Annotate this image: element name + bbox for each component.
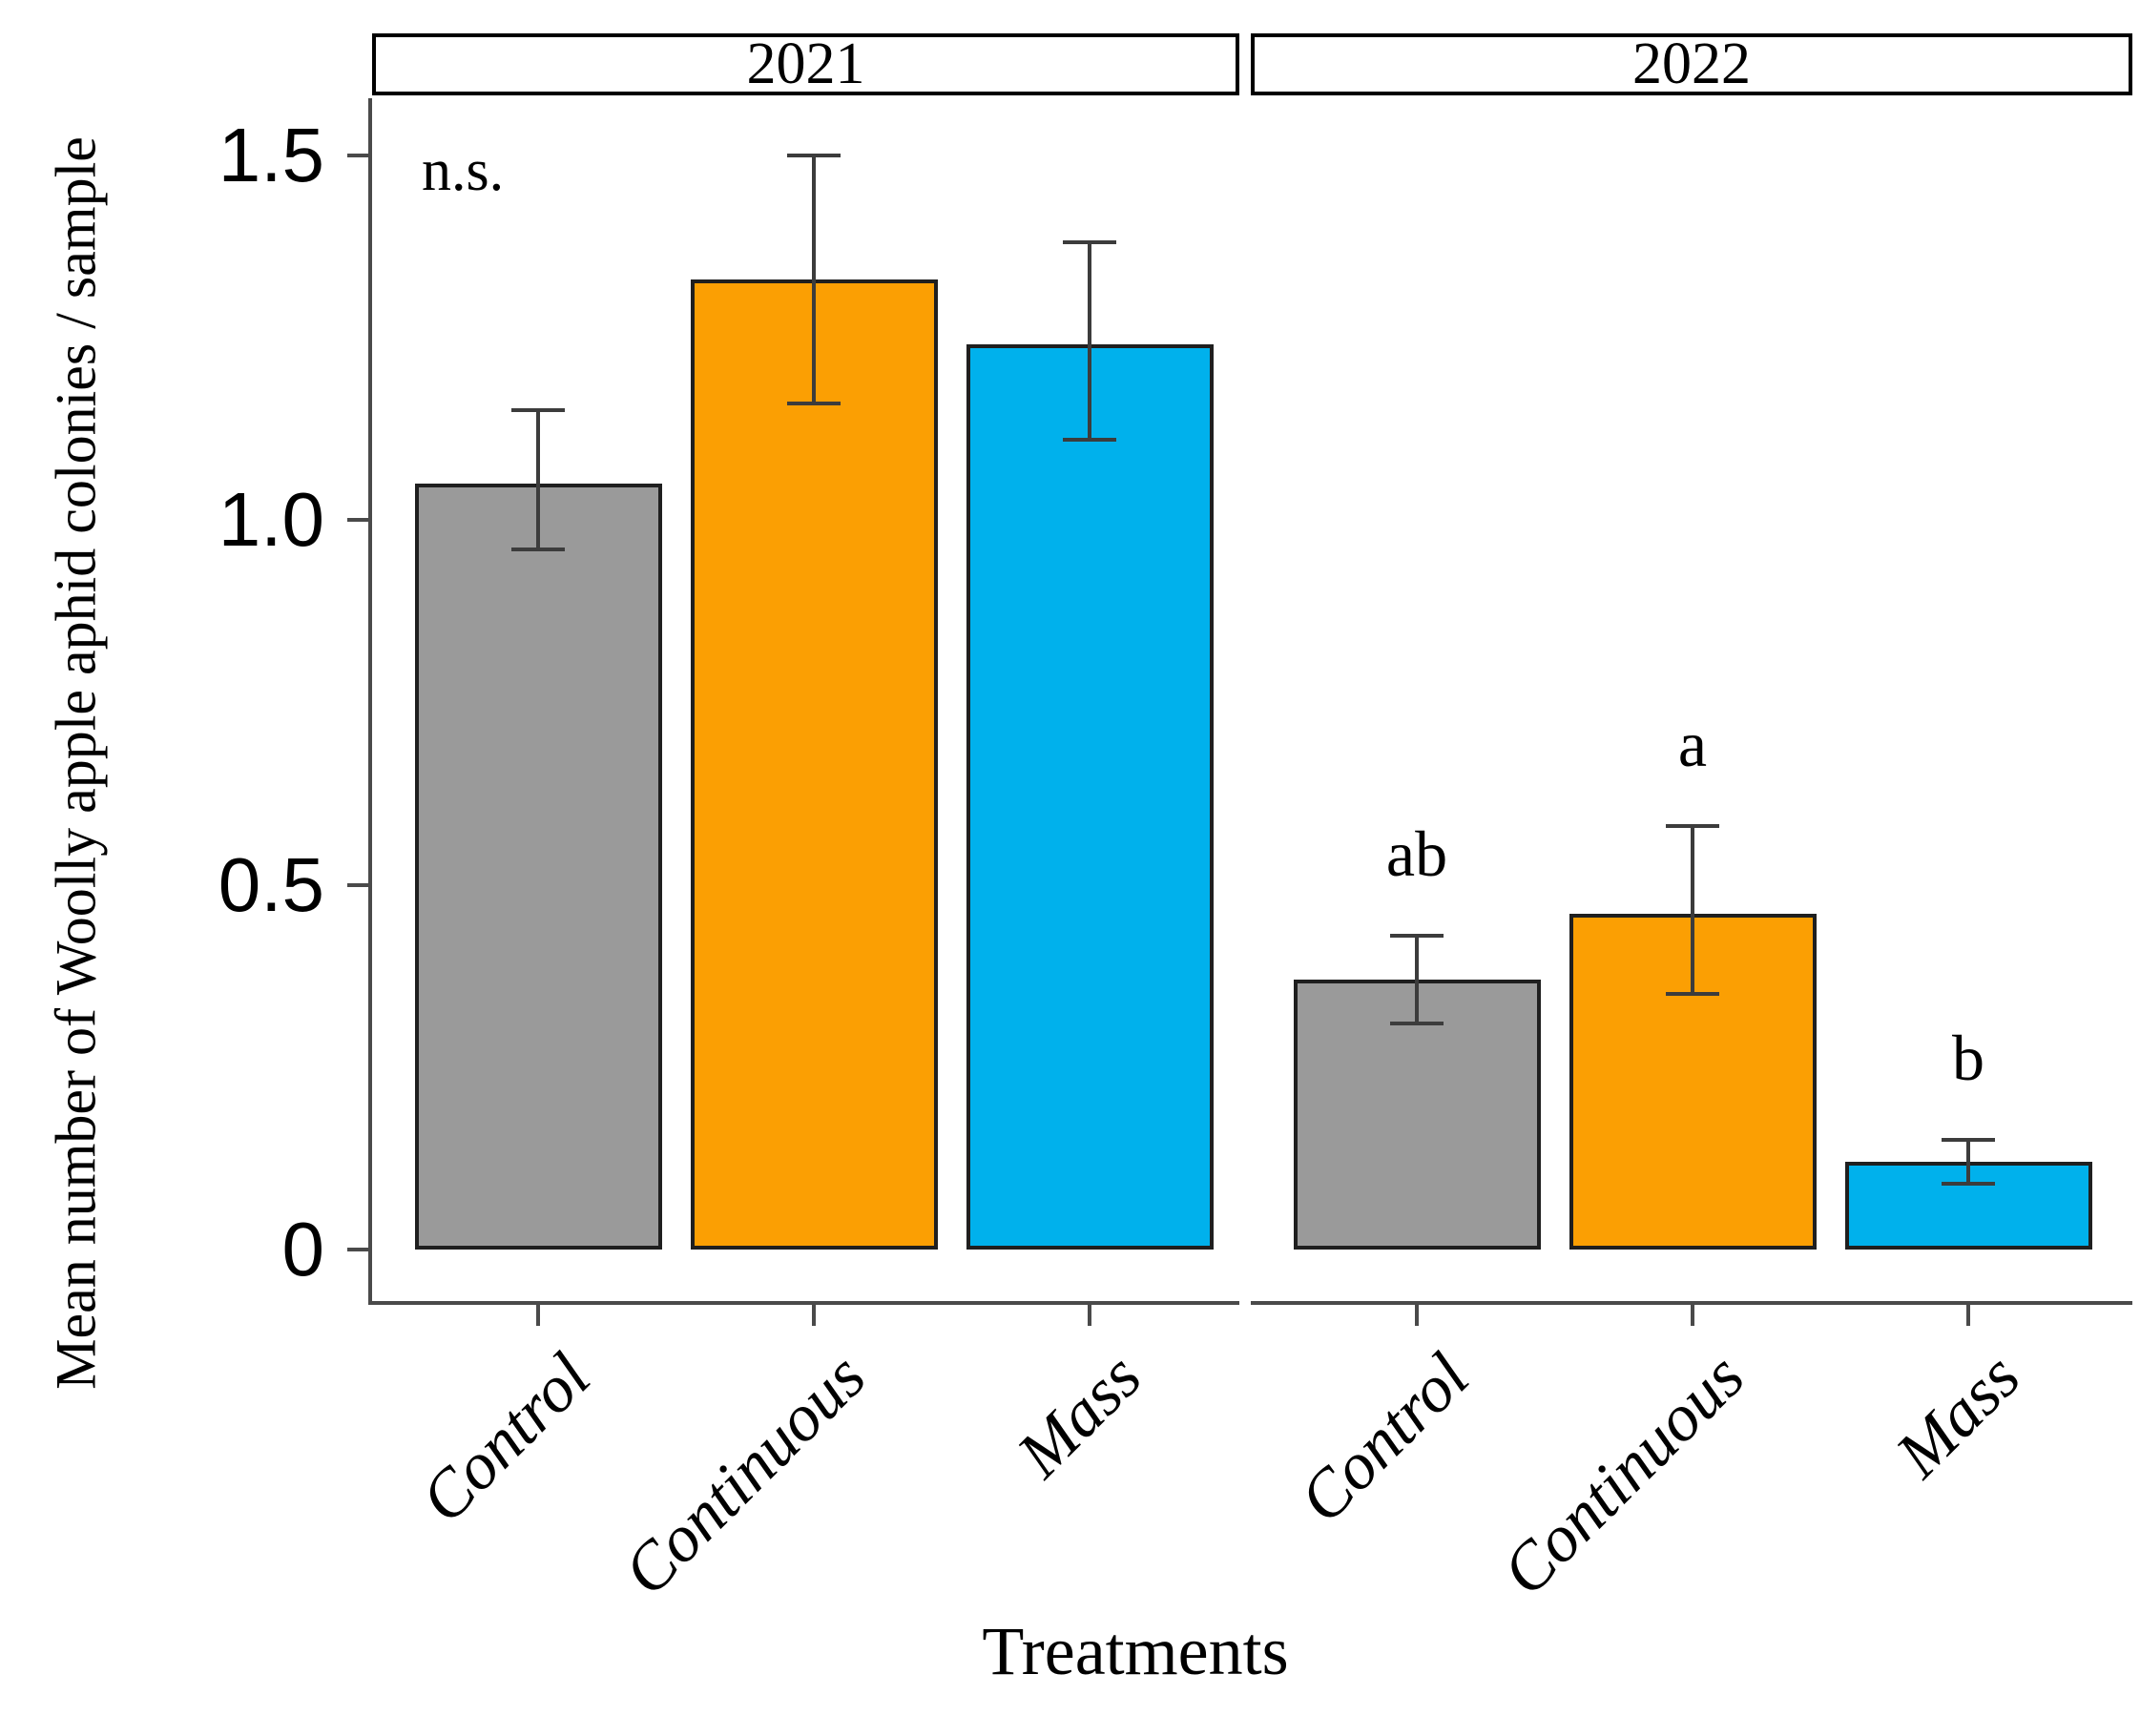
error-cap-top-2022-control <box>1390 934 1444 939</box>
error-cap-bottom-2021-mass <box>1063 437 1116 442</box>
x-tick-mark-2022-continuous <box>1691 1305 1694 1326</box>
sig-letter-2022-mass: b <box>1952 1022 1984 1095</box>
x-tick-label-2021-continuous: Continuous <box>610 1339 881 1610</box>
error-bar-2021-continuous <box>812 155 816 403</box>
y-tick-label: 1.0 <box>218 477 324 562</box>
error-bar-2022-control <box>1415 936 1419 1023</box>
x-tick-mark-2022-control <box>1415 1305 1419 1326</box>
error-bar-2021-control <box>536 410 540 549</box>
error-cap-bottom-2021-continuous <box>787 401 841 405</box>
y-tick-mark <box>347 153 368 157</box>
error-cap-bottom-2022-continuous <box>1666 992 1719 997</box>
y-tick-mark <box>347 1248 368 1251</box>
error-cap-bottom-2022-mass <box>1942 1182 1995 1187</box>
error-cap-top-2021-mass <box>1063 240 1116 245</box>
facet-strip-2022: 2022 <box>1251 33 2132 95</box>
sig-letter-2022-control: ab <box>1385 817 1448 891</box>
bar-2022-mass <box>1844 1162 2092 1250</box>
x-tick-mark-2021-control <box>536 1305 540 1326</box>
error-cap-top-2021-continuous <box>787 153 841 157</box>
error-cap-top-2021-control <box>511 408 565 413</box>
y-tick-mark <box>347 518 368 522</box>
y-tick-label: 1.5 <box>218 112 324 197</box>
y-axis-line <box>368 98 372 1305</box>
y-axis-title: Mean number of Woolly apple aphid coloni… <box>44 136 108 1390</box>
x-tick-label-2021-control: Control <box>406 1339 605 1538</box>
facet-label-2021: 2021 <box>746 31 865 96</box>
sig-letter-2022-continuous: a <box>1677 708 1708 781</box>
bar-2021-continuous <box>690 279 938 1250</box>
error-cap-top-2022-mass <box>1942 1138 1995 1143</box>
error-cap-top-2022-continuous <box>1666 824 1719 829</box>
facet-label-2022: 2022 <box>1632 31 1751 96</box>
y-tick-mark <box>347 882 368 887</box>
x-tick-mark-2021-mass <box>1088 1305 1091 1326</box>
x-axis-title: Treatments <box>982 1613 1289 1689</box>
error-cap-bottom-2022-control <box>1390 1021 1444 1025</box>
x-tick-mark-2022-mass <box>1966 1305 1970 1326</box>
annotation-2021: n.s. <box>422 138 505 203</box>
error-bar-2022-continuous <box>1691 826 1694 995</box>
x-tick-label-2021-mass: Mass <box>1004 1339 1156 1492</box>
x-tick-label-2022-control: Control <box>1285 1339 1484 1538</box>
x-axis-baseline-2021 <box>372 1301 1239 1305</box>
x-tick-label-2022-continuous: Continuous <box>1488 1339 1759 1610</box>
bar-2021-mass <box>966 344 1214 1250</box>
y-tick-label: 0.5 <box>218 841 324 927</box>
x-tick-mark-2021-continuous <box>812 1305 816 1326</box>
bar-2021-control <box>414 483 662 1250</box>
facet-strip-2021: 2021 <box>372 33 1239 95</box>
error-bar-2022-mass <box>1966 1140 1970 1185</box>
x-axis-baseline-2022 <box>1251 1301 2132 1305</box>
x-tick-label-2022-mass: Mass <box>1882 1339 2035 1492</box>
error-cap-bottom-2021-control <box>511 547 565 551</box>
y-tick-label: 0 <box>281 1207 325 1292</box>
error-bar-2021-mass <box>1088 242 1091 440</box>
